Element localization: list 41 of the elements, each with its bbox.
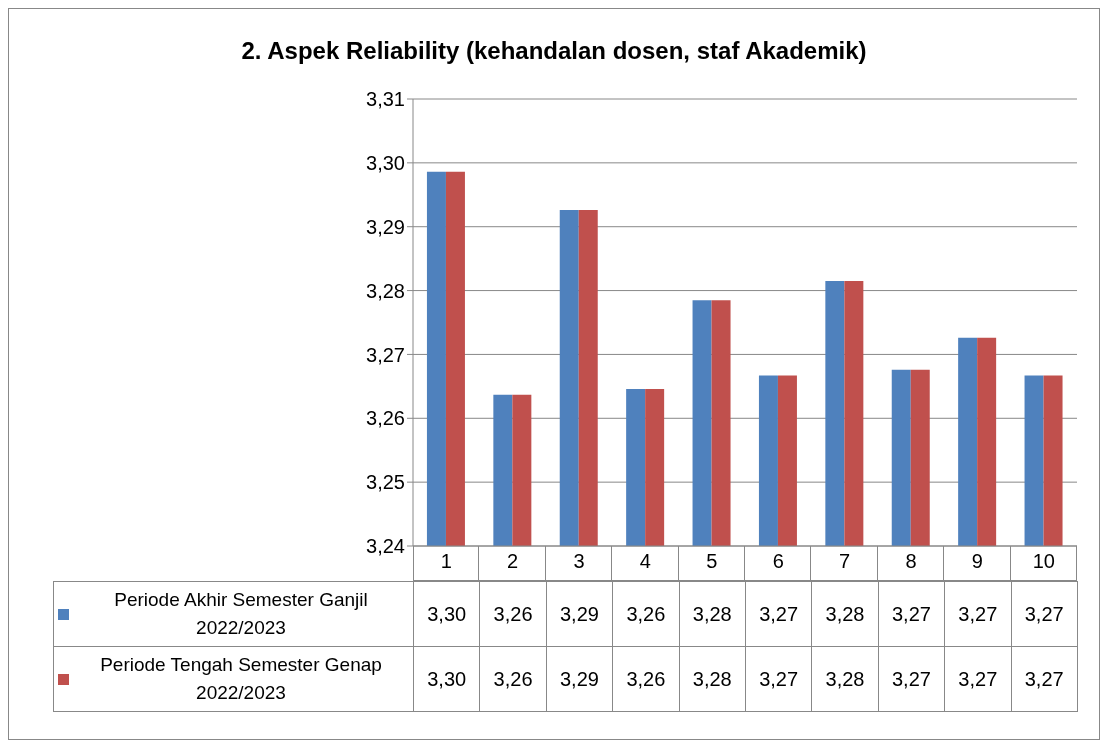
- legend-label: Periode Akhir Semester Ganjil 2022/2023: [113, 588, 369, 640]
- data-label: 3,27: [745, 581, 812, 647]
- y-tick-label: 3,28: [366, 279, 405, 302]
- data-label: 3,27: [944, 581, 1012, 647]
- data-label: 3,26: [479, 646, 547, 712]
- y-tick-label: 3,24: [366, 535, 405, 558]
- data-label: 3,27: [1011, 646, 1078, 712]
- data-label: 3,26: [612, 581, 680, 647]
- x-tick-label: 9: [971, 550, 983, 573]
- x-tick-label: 3: [573, 550, 585, 573]
- x-tick-label: 2: [507, 550, 519, 573]
- data-label: 3,27: [745, 646, 812, 712]
- y-tick-label: 3,27: [366, 343, 405, 366]
- data-label: 3,26: [479, 581, 547, 647]
- x-tick-label: 1: [440, 550, 452, 573]
- data-label: 3,29: [546, 581, 613, 647]
- data-label: 3,28: [811, 581, 879, 647]
- y-tick-label: 3,29: [366, 215, 405, 238]
- data-label: 3,28: [679, 646, 746, 712]
- y-tick-label: 3,30: [366, 151, 405, 174]
- x-tick-label: 4: [639, 550, 651, 573]
- data-label: 3,28: [679, 581, 746, 647]
- x-tick-label: 5: [706, 550, 718, 573]
- x-tick-label: 8: [905, 550, 917, 573]
- x-tick-label: 7: [839, 550, 851, 573]
- data-label: 3,27: [878, 646, 945, 712]
- y-tick-label: 3,31: [366, 88, 405, 111]
- data-label: 3,29: [546, 646, 613, 712]
- chart-title: 2. Aspek Reliability (kehandalan dosen, staf Akademik): [240, 37, 868, 65]
- data-label: 3,30: [413, 646, 480, 712]
- y-tick-label: 3,26: [366, 407, 405, 430]
- x-tick-label: 10: [1032, 550, 1055, 573]
- data-label: 3,27: [1011, 581, 1078, 647]
- data-label: 3,26: [612, 646, 680, 712]
- legend-label: Periode Tengah Semester Genap 2022/2023: [99, 653, 383, 705]
- y-tick-label: 3,25: [366, 471, 405, 494]
- x-tick-label: 6: [772, 550, 784, 573]
- data-label: 3,28: [811, 646, 879, 712]
- data-label: 3,27: [944, 646, 1012, 712]
- data-label: 3,30: [413, 581, 480, 647]
- data-label: 3,27: [878, 581, 945, 647]
